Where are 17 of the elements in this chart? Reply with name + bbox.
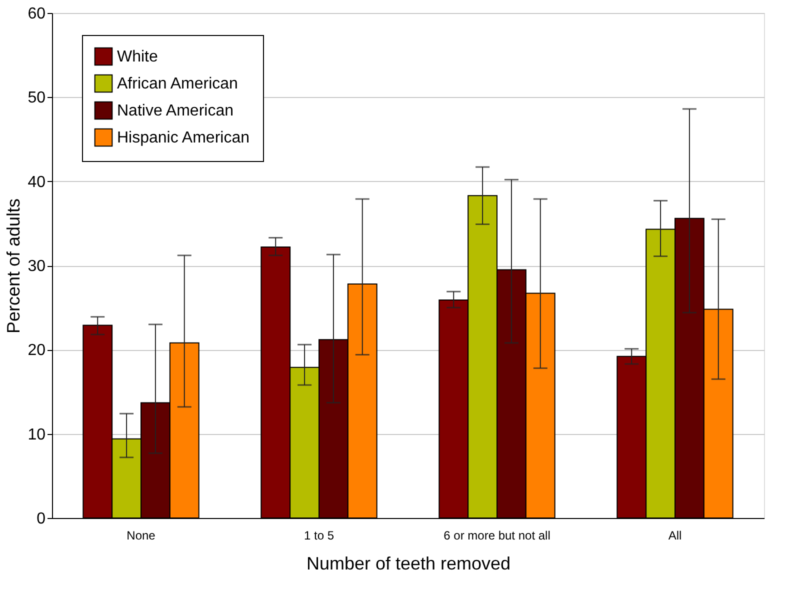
y-tick-label: 0 xyxy=(36,510,46,528)
y-tick-label: 20 xyxy=(28,342,46,360)
x-tick-label: All xyxy=(668,528,682,542)
y-tick-label: 60 xyxy=(28,6,46,22)
x-tick-label: None xyxy=(126,528,156,542)
legend-label: White xyxy=(117,48,158,66)
legend-label: African American xyxy=(117,76,238,92)
y-tick-label: 10 xyxy=(28,426,46,444)
legend-label: Native American xyxy=(117,102,234,120)
x-tick-label: 1 to 5 xyxy=(304,528,334,542)
y-tick-label: 40 xyxy=(28,174,46,191)
y-tick-label: 30 xyxy=(28,258,46,275)
x-tick-label: 6 or more but not all xyxy=(444,528,550,542)
y-tick-label: 50 xyxy=(28,90,46,107)
x-axis-title: Number of teeth removed xyxy=(306,554,511,574)
y-axis-title: Percent of adults xyxy=(4,198,24,334)
legend-label: Hispanic American xyxy=(117,130,250,146)
